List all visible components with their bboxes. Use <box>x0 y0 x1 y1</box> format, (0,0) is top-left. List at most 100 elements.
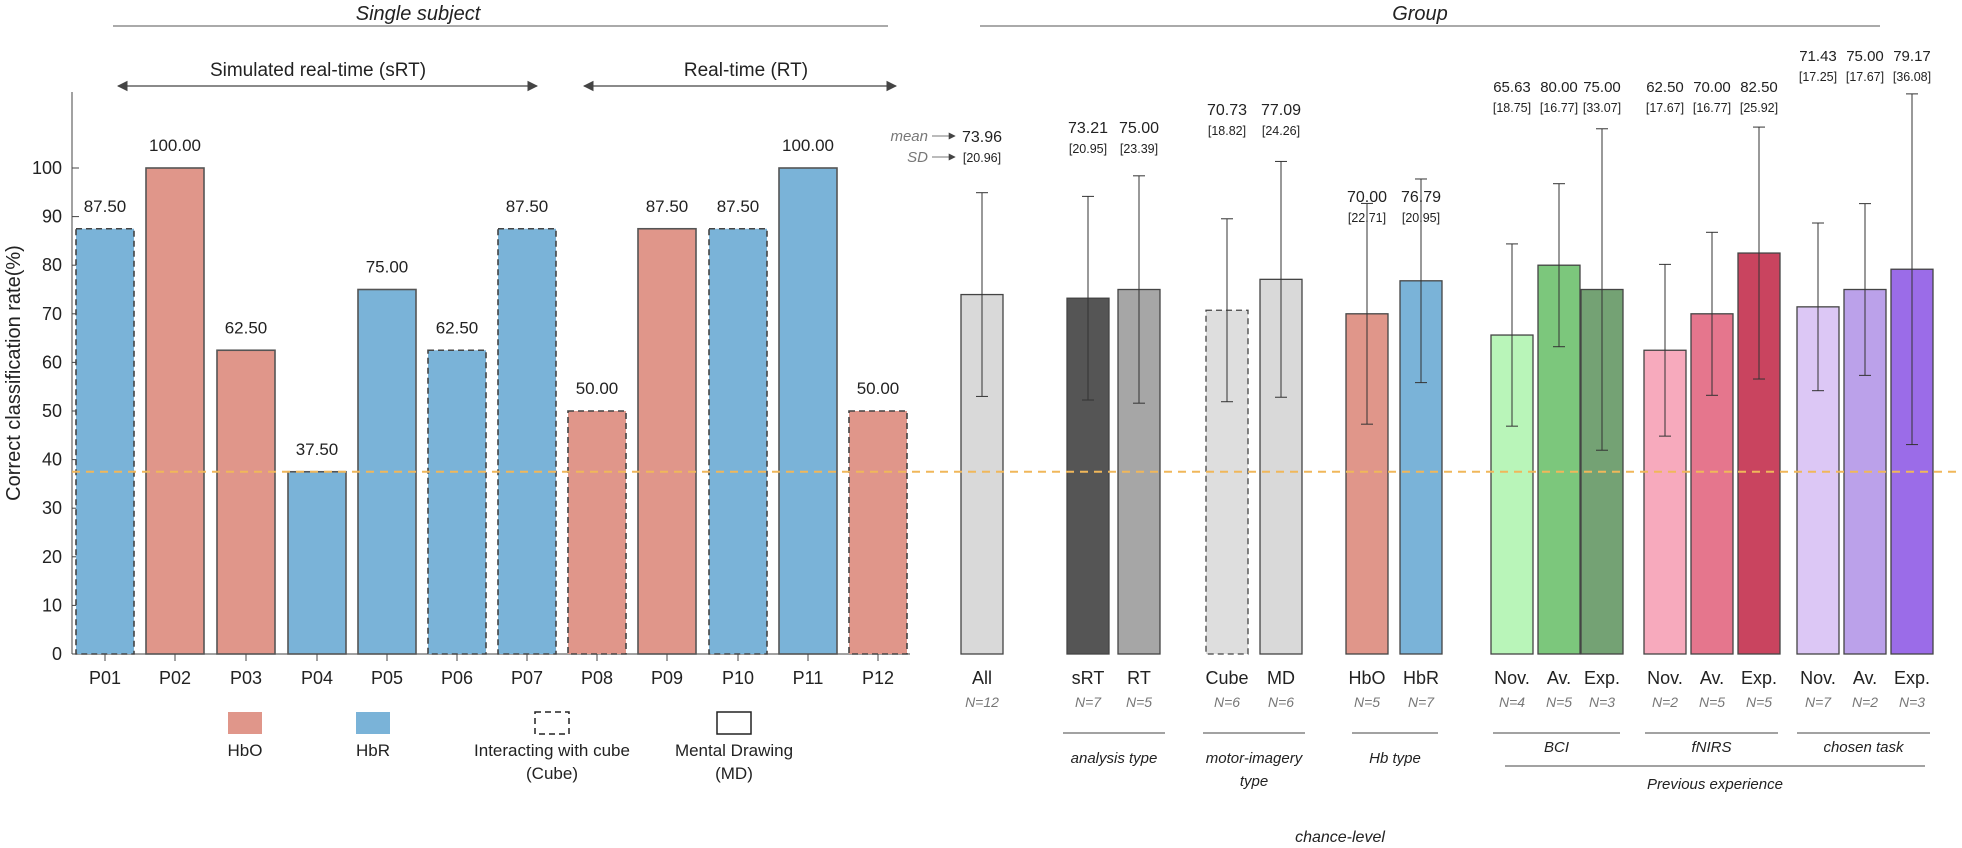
group-n-label: N=3 <box>1589 694 1615 710</box>
mean-value-label: 62.50 <box>1646 79 1684 96</box>
bar-value-label: 100.00 <box>149 136 201 155</box>
x-tick-label: P12 <box>862 668 894 688</box>
super-category-label: Previous experience <box>1647 776 1783 793</box>
legend-md-label: Mental Drawing <box>675 741 793 760</box>
bar-p11 <box>778 167 838 655</box>
group-x-label: Exp. <box>1741 668 1777 688</box>
mean-value-label: 65.63 <box>1493 79 1531 96</box>
x-tick-label: P05 <box>371 668 403 688</box>
bar-p03 <box>216 349 276 655</box>
group-n-label: N=5 <box>1546 694 1572 710</box>
mean-value-label: 71.43 <box>1799 48 1837 65</box>
sd-value-label: [17.25] <box>1799 70 1837 84</box>
group-x-label: HbO <box>1348 668 1385 688</box>
sd-value-label: [20.95] <box>1069 142 1107 156</box>
bar-value-label: 75.00 <box>366 258 409 277</box>
sd-value-label: [17.67] <box>1646 101 1684 115</box>
bar-value-label: 37.50 <box>296 440 339 459</box>
mean-value-label: 70.00 <box>1347 189 1387 206</box>
group-x-label: Nov. <box>1647 668 1683 688</box>
y-tick-label: 80 <box>42 255 62 275</box>
x-tick-label: P07 <box>511 668 543 688</box>
group-x-label: Cube <box>1205 668 1248 688</box>
mean-value-label: 76.79 <box>1401 189 1441 206</box>
bar-p01 <box>75 227 135 655</box>
y-tick-label: 10 <box>42 595 62 615</box>
category-label: motor-imagery <box>1206 750 1304 767</box>
bar-value-label: 87.50 <box>717 197 760 216</box>
group-x-label: Exp. <box>1584 668 1620 688</box>
group-x-label: MD <box>1267 668 1295 688</box>
x-tick-label: P03 <box>230 668 262 688</box>
x-tick-label: P02 <box>159 668 191 688</box>
mean-value-label: 70.00 <box>1693 79 1731 96</box>
group-x-label: Exp. <box>1894 668 1930 688</box>
group-bar-av-8 <box>1537 264 1581 655</box>
y-tick-label: 60 <box>42 352 62 372</box>
group-n-label: N=5 <box>1354 694 1380 710</box>
bar-value-label: 100.00 <box>782 136 834 155</box>
chance-level-label: chance-level <box>1295 829 1385 846</box>
group-bar-hbo-5 <box>1345 313 1389 655</box>
sd-value-label: [23.39] <box>1120 142 1158 156</box>
y-tick-label: 90 <box>42 207 62 227</box>
sd-value-label: [18.75] <box>1493 101 1531 115</box>
legend-md-abbrev: (MD) <box>715 764 753 783</box>
legend-cube-abbrev: (Cube) <box>526 764 578 783</box>
group-n-label: N=5 <box>1699 694 1725 710</box>
category-label: fNIRS <box>1691 739 1731 756</box>
group-n-label: N=6 <box>1214 694 1240 710</box>
bar-value-label: 62.50 <box>436 318 479 337</box>
sd-value-label: [24.26] <box>1262 124 1300 138</box>
bar-p06 <box>427 349 487 655</box>
sd-label: SD <box>907 149 928 166</box>
x-tick-label: P06 <box>441 668 473 688</box>
group-x-label: Nov. <box>1800 668 1836 688</box>
x-tick-label: P01 <box>89 668 121 688</box>
y-tick-label: 70 <box>42 304 62 324</box>
bar-value-label: 87.50 <box>506 197 549 216</box>
group-x-label: Av. <box>1700 668 1724 688</box>
legend: HbO HbR Interacting with cube (Cube) Men… <box>228 711 793 783</box>
group-n-label: N=4 <box>1499 694 1525 710</box>
legend-hbo-swatch <box>228 712 262 734</box>
group-n-label: N=2 <box>1652 694 1678 710</box>
sd-value-label: [16.77] <box>1693 101 1731 115</box>
y-tick-label: 0 <box>52 644 62 664</box>
x-tick-label: P04 <box>301 668 333 688</box>
bar-p07 <box>497 227 557 655</box>
mean-value-label: 75.00 <box>1846 48 1884 65</box>
bar-value-label: 50.00 <box>576 379 619 398</box>
bar-value-label: 87.50 <box>646 197 689 216</box>
sd-value-label: [20.95] <box>1402 211 1440 225</box>
y-tick-label: 50 <box>42 401 62 421</box>
sd-value-label: [16.77] <box>1540 101 1578 115</box>
legend-hbr-swatch <box>356 712 390 734</box>
legend-cube-swatch <box>534 711 570 735</box>
bar-value-label: 87.50 <box>84 197 127 216</box>
group-n-label: N=7 <box>1408 694 1435 710</box>
bar-value-label: 62.50 <box>225 318 268 337</box>
category-label: Hb type <box>1369 750 1421 767</box>
group-x-label: HbR <box>1403 668 1439 688</box>
y-axis-label: Correct classification rate(%) <box>3 245 25 501</box>
mean-value-label: 70.73 <box>1207 102 1247 119</box>
group-x-label: RT <box>1127 668 1151 688</box>
mean-value-label: 77.09 <box>1261 102 1301 119</box>
x-tick-label: P09 <box>651 668 683 688</box>
bar-p02 <box>145 167 205 655</box>
legend-md-swatch <box>716 711 752 735</box>
mean-value-label: 80.00 <box>1540 79 1578 96</box>
rt-label: Real-time (RT) <box>684 60 808 81</box>
sd-value-label: [18.82] <box>1208 124 1246 138</box>
sd-value-label: [25.92] <box>1740 101 1778 115</box>
bar-p10 <box>708 227 768 655</box>
mean-value-label: 75.00 <box>1119 120 1159 137</box>
x-tick-label: P11 <box>793 668 824 688</box>
y-tick-label: 40 <box>42 450 62 470</box>
group-n-label: N=12 <box>965 694 999 710</box>
category-label: chosen task <box>1823 739 1905 756</box>
group-n-label: N=6 <box>1268 694 1294 710</box>
x-tick-label: P08 <box>581 668 613 688</box>
